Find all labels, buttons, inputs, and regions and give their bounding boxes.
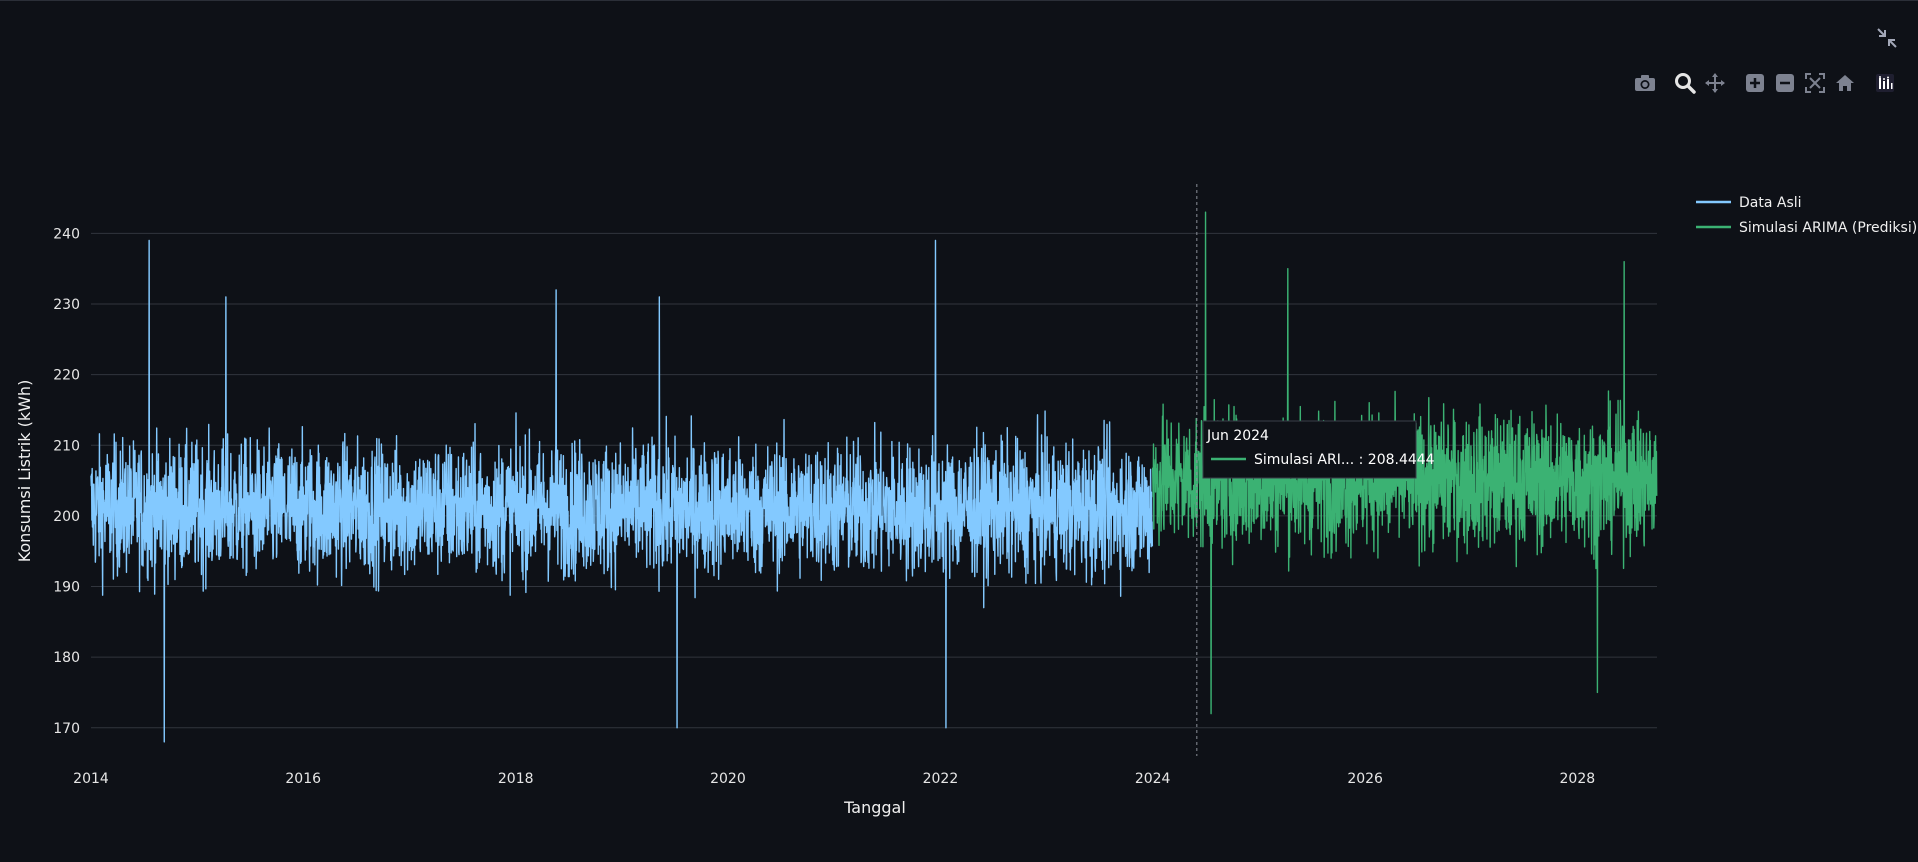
zoom-in-icon[interactable] [1740, 69, 1770, 97]
hover-layer: Jun 2024 Simulasi ARI... : 208.4444 [1196, 184, 1435, 756]
hover-tooltip: Jun 2024 Simulasi ARI... : 208.4444 [1202, 420, 1435, 479]
legend: Data Asli Simulasi ARIMA (Prediksi) [1696, 195, 1917, 236]
x-tick-label: 2022 [923, 771, 959, 787]
x-tick-label: 2018 [498, 771, 534, 787]
autoscale-icon[interactable] [1800, 69, 1830, 97]
x-axis-ticks: 2014 2016 2018 2020 2022 2024 2026 2028 [73, 771, 1595, 787]
x-tick-label: 2014 [73, 771, 109, 787]
y-tick-label: 190 [53, 580, 80, 596]
zoom-out-icon[interactable] [1770, 69, 1800, 97]
y-tick-label: 170 [53, 721, 80, 737]
y-tick-label: 200 [53, 509, 80, 525]
x-tick-label: 2024 [1135, 771, 1171, 787]
legend-label-forecast: Simulasi ARIMA (Prediksi) [1739, 220, 1917, 236]
modebar [1630, 69, 1900, 97]
hover-title: Jun 2024 [1206, 428, 1269, 444]
camera-icon[interactable] [1630, 69, 1660, 97]
legend-item-forecast[interactable]: Simulasi ARIMA (Prediksi) [1696, 220, 1917, 236]
y-tick-label: 210 [53, 438, 80, 454]
y-axis-ticks: 170 180 190 200 210 220 230 240 [53, 226, 80, 736]
y-tick-label: 240 [53, 226, 80, 242]
x-tick-label: 2026 [1347, 771, 1383, 787]
pan-icon[interactable] [1700, 69, 1730, 97]
y-tick-label: 220 [53, 368, 80, 384]
x-tick-label: 2028 [1560, 771, 1596, 787]
series-line-observed[interactable] [90, 239, 1154, 743]
y-axis-title: Konsumsi Listrik (kWh) [15, 380, 34, 563]
zoom-icon[interactable] [1670, 69, 1700, 97]
home-icon[interactable] [1830, 69, 1860, 97]
y-tick-label: 180 [53, 650, 80, 666]
plotly-logo-icon[interactable] [1870, 69, 1900, 97]
x-axis-title: Tanggal [843, 798, 906, 817]
hover-series-value: Simulasi ARI... : 208.4444 [1254, 452, 1435, 468]
x-tick-label: 2016 [285, 771, 321, 787]
legend-item-observed[interactable]: Data Asli [1696, 195, 1802, 211]
y-tick-label: 230 [53, 297, 80, 313]
collapse-arrows-icon[interactable] [1874, 25, 1900, 51]
series-layer [90, 211, 1658, 743]
x-tick-label: 2020 [710, 771, 746, 787]
legend-label-observed: Data Asli [1739, 195, 1802, 211]
